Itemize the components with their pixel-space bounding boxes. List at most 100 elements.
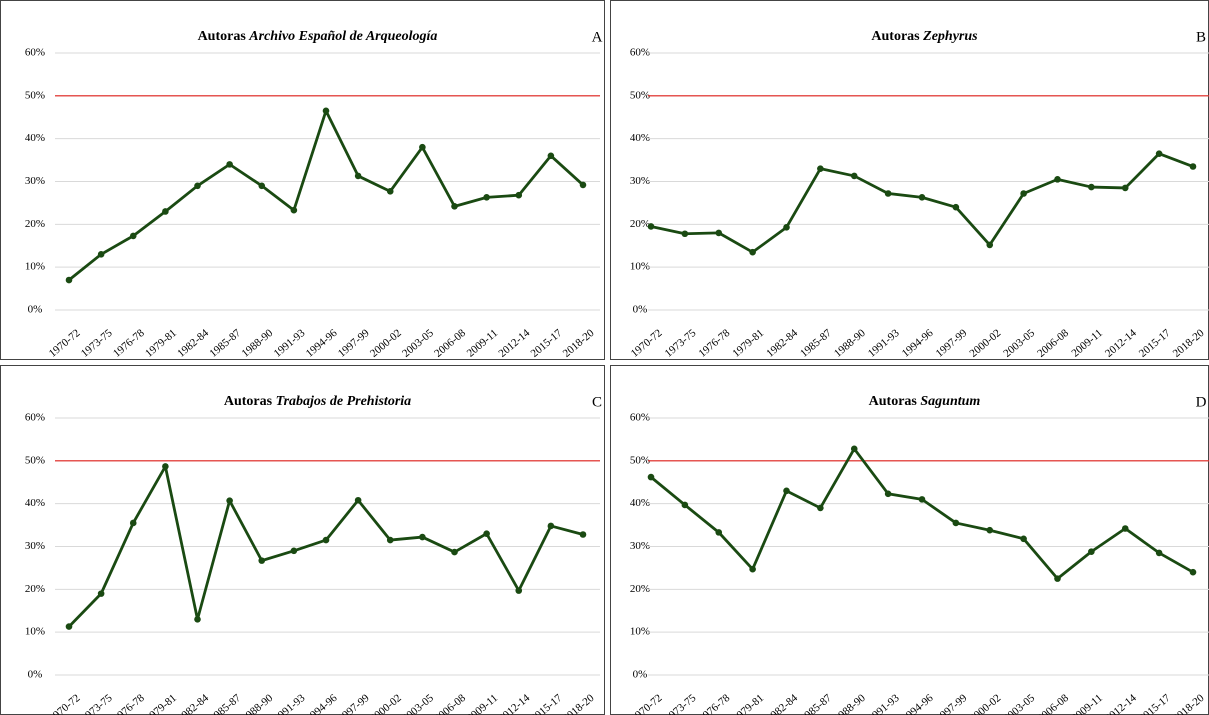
data-point [129,232,137,240]
y-tick-label: 10% [630,261,650,273]
data-point [386,188,394,195]
data-point [515,191,523,199]
data-point [162,208,169,215]
data-point [952,203,960,211]
data-point [884,490,892,498]
data-point [162,463,169,470]
data-point [918,496,926,503]
y-tick-label: 10% [25,626,45,638]
data-point [483,530,490,537]
data-point [681,230,689,238]
data-point [647,473,655,481]
panel-border [0,0,605,360]
y-tick-label: 50% [25,454,45,466]
data-point [1189,568,1197,576]
chart-title: Autoras Zephyrus [871,29,978,44]
y-tick-label: 50% [630,89,650,101]
data-point [483,194,490,201]
data-point [1054,575,1061,582]
data-point [1088,548,1095,555]
data-point [419,143,426,151]
data-point [194,616,201,623]
data-point [1155,150,1163,157]
y-tick-label: 50% [630,454,650,466]
title-prefix: Autoras [198,29,247,44]
data-point [419,533,426,541]
title-journal: Archivo Español de Arqueología [248,29,437,44]
title-journal: Trabajos de Prehistoria [276,394,412,409]
data-point [258,557,266,564]
data-point [579,531,587,538]
y-tick-label: 20% [25,583,45,595]
y-tick-label: 20% [630,218,650,230]
y-tick-label: 0% [633,304,648,316]
data-point [354,496,362,504]
data-point [1155,549,1163,557]
chart-title: Autoras Saguntum [869,394,981,409]
title-prefix: Autoras [871,29,920,44]
panel-letter: A [592,29,603,45]
title-prefix: Autoras [224,394,273,409]
data-point [290,206,298,214]
data-point [986,526,994,534]
data-point [783,224,790,231]
data-point [1020,190,1027,197]
y-tick-label: 20% [630,583,650,595]
y-tick-label: 40% [25,497,45,509]
y-tick-label: 10% [25,261,45,273]
data-point [194,182,201,190]
data-point [226,497,233,504]
y-tick-label: 60% [630,47,650,59]
data-point [386,536,394,544]
data-point [65,623,73,630]
data-point [749,565,756,573]
data-point [354,172,362,180]
y-tick-label: 50% [25,89,45,101]
data-point [817,165,824,172]
chart-title: Autoras Trabajos de Prehistoria [224,394,411,409]
y-tick-label: 0% [28,304,43,316]
data-point [952,519,960,527]
y-tick-label: 60% [25,47,45,59]
data-point [715,529,723,536]
data-point [749,248,756,256]
data-point [322,107,330,115]
title-prefix: Autoras [869,394,918,409]
data-point [715,229,723,237]
y-tick-label: 30% [630,540,650,552]
y-tick-label: 40% [630,132,650,144]
data-point [322,536,330,544]
data-point [1121,525,1129,532]
data-point [850,445,858,453]
data-point [65,276,73,284]
data-point [817,504,824,512]
data-point [129,519,137,527]
data-point [515,587,523,594]
data-point [850,172,858,180]
data-point [579,181,587,189]
data-point [783,487,790,495]
panel-letter: B [1196,29,1206,45]
y-tick-label: 30% [25,175,45,187]
panel-letter: D [1196,394,1207,410]
data-point [918,194,926,201]
y-tick-label: 40% [630,497,650,509]
y-tick-label: 10% [630,626,650,638]
data-point [290,547,298,555]
data-point [1189,163,1197,170]
panel-letter: C [592,394,602,410]
data-point [1020,535,1027,543]
chart-title: Autoras Archivo Español de Arqueología [198,29,438,44]
y-tick-label: 60% [630,412,650,424]
data-point [884,190,892,197]
data-point [258,182,266,190]
y-tick-label: 0% [28,669,43,681]
data-point [1054,176,1061,183]
data-point [226,161,233,168]
title-journal: Zephyrus [922,29,978,44]
data-point [647,223,655,230]
y-tick-label: 20% [25,218,45,230]
y-tick-label: 40% [25,132,45,144]
data-point [1121,184,1129,192]
